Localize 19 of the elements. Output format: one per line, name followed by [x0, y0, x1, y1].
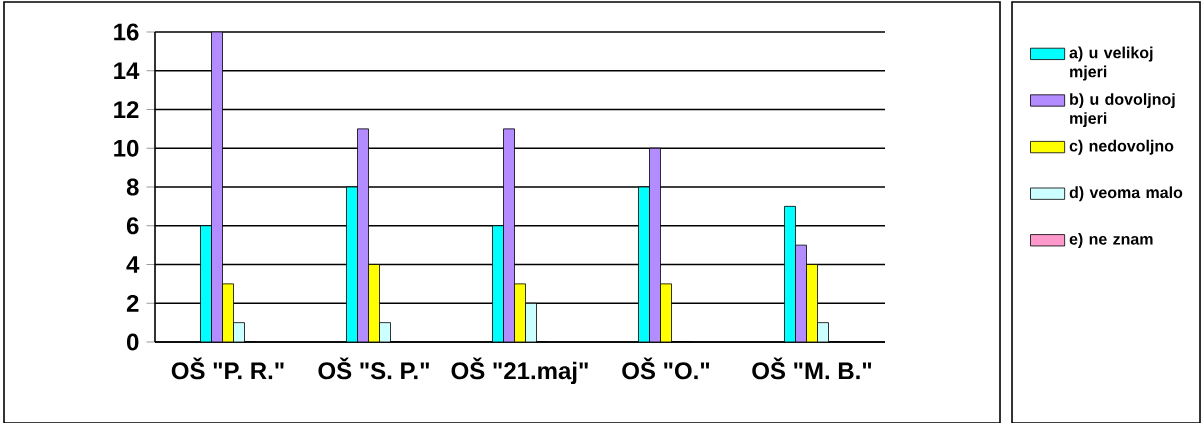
y-tick-label: 12 — [114, 101, 139, 118]
y-tick-label: 6 — [126, 217, 139, 235]
x-tick-label: OŠ "M. B." — [752, 357, 872, 380]
x-tick-label: OŠ "S. P." — [318, 357, 429, 380]
legend-label: e) ne znam — [1069, 232, 1153, 248]
x-tick-label: OŠ "O." — [622, 357, 710, 380]
y-tick-label: 4 — [126, 256, 140, 273]
x-tick-label: OŠ "P. R." — [171, 357, 284, 380]
x-tick-label: OŠ "21.maj" — [451, 357, 588, 385]
y-tick-label: 10 — [114, 139, 139, 157]
y-tick-label: 0 — [126, 333, 139, 351]
legend-label: c) nedovoljno — [1069, 139, 1174, 155]
y-tick-label: 14 — [114, 62, 140, 79]
y-tick-label: 16 — [114, 23, 139, 41]
y-tick-label: 8 — [126, 178, 139, 196]
legend-label: a) u velikoj mjeri — [1069, 46, 1153, 81]
legend-label: d) veoma malo — [1069, 186, 1183, 202]
y-tick-label: 2 — [126, 294, 139, 312]
legend-label: b) u dovoljnoj mjeri — [1070, 93, 1175, 128]
